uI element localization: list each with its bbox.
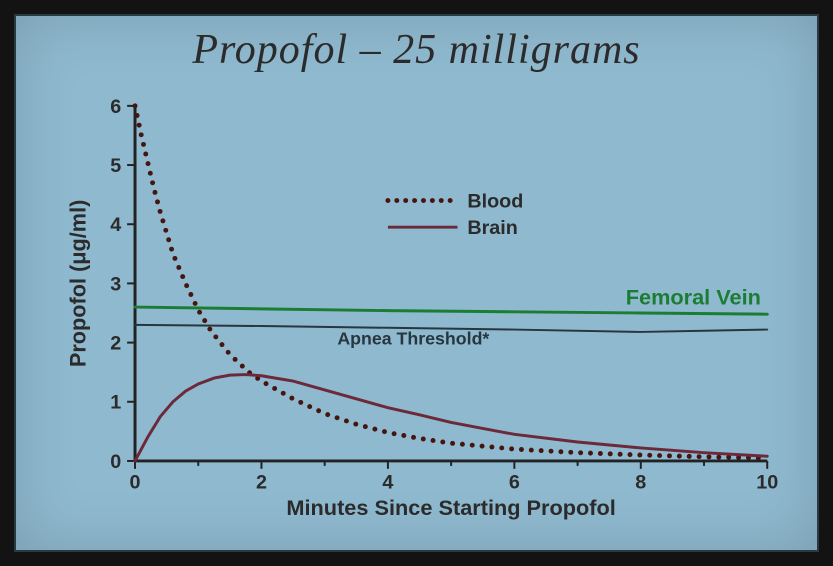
y-tick-label: 3 (110, 273, 121, 295)
y-axis-label: Propofol (μg/ml) (66, 200, 91, 367)
femoral-vein-label: Femoral Vein (626, 284, 761, 309)
chart-container: 0 1 2 3 4 5 6 0 2 4 6 8 10 Minutes Since Starting Pro… (56, 96, 787, 530)
x-tick-label: 2 (256, 472, 267, 494)
x-tick-label: 10 (756, 472, 778, 494)
y-tick-label: 1 (110, 392, 121, 414)
chart-svg: 0 1 2 3 4 5 6 0 2 4 6 8 10 Minutes Since Starting Pro… (56, 96, 787, 530)
slide: Propofol – 25 milligrams 0 1 2 3 4 5 6 0 2 4 6 8 10 M… (14, 14, 819, 552)
y-tick-label: 0 (110, 451, 121, 473)
y-tick-label: 5 (110, 155, 121, 177)
slide-title: Propofol – 25 milligrams (16, 26, 817, 74)
x-tick-label: 8 (635, 472, 646, 494)
legend-brain-label: Brain (467, 217, 517, 239)
x-axis-label: Minutes Since Starting Propofol (286, 495, 615, 520)
apnea-threshold-label: Apnea Threshold* (337, 329, 489, 349)
outer-frame: Propofol – 25 milligrams 0 1 2 3 4 5 6 0 2 4 6 8 10 M… (0, 0, 833, 566)
legend-blood-swatch (385, 198, 452, 203)
brain-series (135, 375, 767, 461)
y-tick-label: 2 (110, 333, 121, 355)
y-tick-label: 4 (110, 214, 121, 236)
y-tick-label: 6 (110, 96, 121, 118)
legend-blood-label: Blood (467, 190, 523, 212)
x-tick-label: 4 (382, 472, 393, 494)
x-tick-label: 6 (509, 472, 520, 494)
blood-series (133, 103, 761, 460)
x-tick-label: 0 (130, 472, 141, 494)
